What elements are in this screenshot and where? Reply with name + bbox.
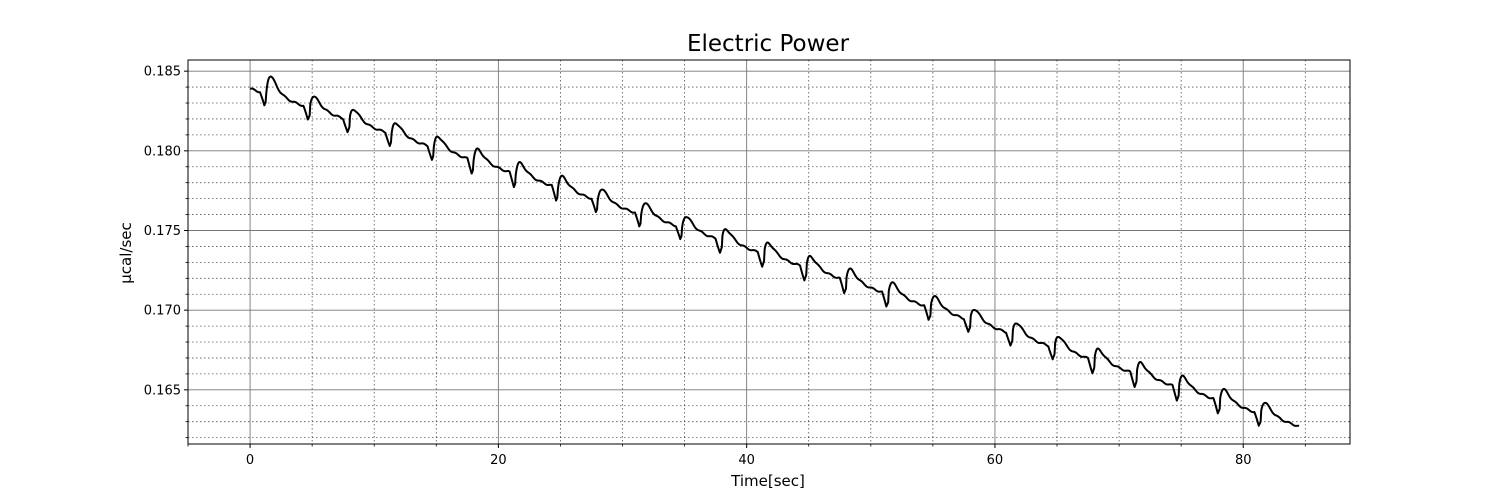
x-tick-label: 0 [246,453,254,468]
y-tick-label: 0.180 [144,144,181,159]
plot-area [187,59,1351,445]
plot-background [188,60,1350,444]
x-axis-label: Time[sec] [730,472,805,490]
x-tick-label: 20 [490,453,507,468]
series-line [249,75,1300,427]
major-grid [188,60,1350,444]
x-tick-label: 60 [987,453,1004,468]
y-axis-ticks: 0.165 0.170 0.175 0.180 0.185 [144,65,188,439]
x-axis-ticks: 0 20 40 60 80 [187,444,1306,468]
x-tick-label: 80 [1235,453,1252,468]
chart-title: Electric Power [687,31,850,57]
y-tick-label: 0.185 [144,65,181,80]
y-axis-label: µcal/sec [117,222,135,284]
y-tick-label: 0.175 [144,224,181,239]
y-tick-label: 0.170 [144,304,181,319]
minor-grid [187,60,1350,444]
plot-frame [187,59,1351,445]
x-tick-label: 40 [738,453,755,468]
y-tick-label: 0.165 [144,383,181,398]
